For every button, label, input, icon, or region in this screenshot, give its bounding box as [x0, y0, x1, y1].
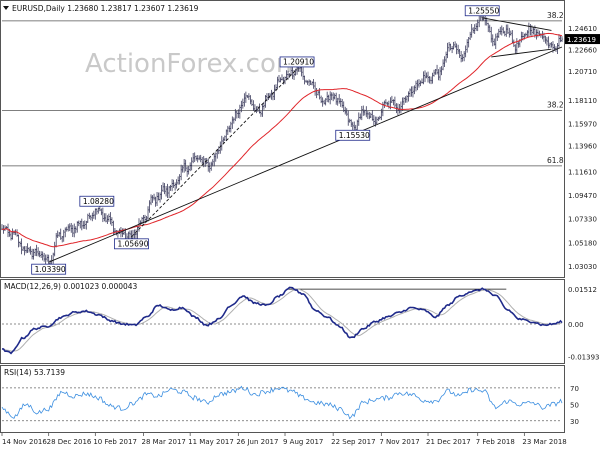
price-point-box [114, 238, 149, 250]
current-price-value: 1.23619 [567, 36, 596, 44]
fib-level-label: 38.2 [547, 11, 564, 20]
price-point-label: 1.25550 [468, 7, 499, 16]
price-axis-tick: 1.05180 [568, 239, 597, 247]
price-axis-tick: 1.22660 [568, 47, 597, 55]
price-point-label: 1.03390 [35, 265, 66, 274]
rsi-line [1, 385, 563, 420]
x-axis-label: 28 Mar 2017 [142, 438, 186, 446]
x-axis-label: 10 Feb 2017 [93, 438, 137, 446]
macd-line [1, 286, 563, 355]
x-axis-label: 28 Dec 2016 [47, 438, 92, 446]
price-title: EURUSD,Daily 1.23680 1.23817 1.23607 1.2… [3, 4, 199, 13]
rsi-axis-tick: 50 [570, 401, 579, 409]
price-point-label: 1.05690 [117, 240, 148, 249]
x-axis-label: 23 Mar 2018 [522, 438, 566, 446]
macd-panel-frame [0, 279, 565, 364]
x-axis-label: 21 Dec 2017 [426, 438, 471, 446]
macd-axis-tick: 0.01512 [568, 286, 597, 294]
support-trendline [48, 46, 563, 263]
macd-layer [1, 286, 563, 355]
moving-average-line [1, 32, 563, 248]
triangle-upper-trendline [482, 17, 552, 31]
fib-level-label: 38.2 [547, 101, 564, 110]
price-axis-tick: 1.24610 [568, 25, 597, 33]
rsi-panel-frame [0, 365, 565, 433]
price-panel-frame [0, 0, 565, 278]
price-layer: 38.2 38.2 61.8 1.25550 1.20910 1.15530 1.08280… [0, 5, 600, 275]
rsi-layer [1, 385, 563, 422]
x-axis-label: 11 May 2017 [188, 438, 234, 446]
price-axis-tick: 1.20710 [568, 68, 597, 76]
macd-signal-line [2, 288, 563, 352]
price-axis-tick: 1.13960 [568, 143, 597, 151]
price-point-label: 1.08280 [83, 197, 114, 206]
macd-title: MACD(12,26,9) 0.001023 0.000043 [4, 282, 138, 291]
price-point-label: 1.20910 [283, 58, 314, 67]
price-axis-tick: 1.11610 [568, 169, 597, 177]
price-point-box [335, 129, 371, 141]
x-axis-label: 26 Jun 2017 [236, 438, 278, 446]
x-axis-label: 7 Nov 2017 [379, 438, 419, 446]
collapse-triangle-icon [3, 6, 9, 10]
price-point-box [279, 56, 315, 68]
channel-trendline [131, 68, 298, 238]
price-point-box [464, 5, 500, 17]
price-axis-tick: 1.09470 [568, 192, 597, 200]
rsi-axis-tick: 30 [570, 418, 579, 426]
rsi-title: RSI(14) 53.7139 [4, 368, 65, 377]
current-price-tag [565, 34, 600, 45]
price-axis-tick: 1.07330 [568, 216, 597, 224]
x-axis-label: 14 Nov 2016 [2, 438, 47, 446]
price-axis-tick: 1.18110 [568, 97, 597, 105]
macd-axis-tick: 0.00 [568, 321, 584, 329]
rsi-axis-tick: 70 [570, 385, 579, 393]
axis-layer: 1.24610 1.22660 1.20710 1.18110 1.15970 1.139… [1, 25, 599, 446]
fib-level-label: 61.8 [547, 156, 564, 165]
price-point-label: 1.15530 [339, 131, 370, 140]
x-axis-label: 7 Feb 2018 [476, 438, 515, 446]
price-title-text: EURUSD,Daily 1.23680 1.23817 1.23607 1.2… [12, 4, 199, 13]
price-point-box [79, 195, 115, 207]
price-axis-tick: 1.15970 [568, 120, 597, 128]
watermark: ActionForex.com [85, 49, 301, 79]
macd-axis-tick: -0.01393 [568, 353, 599, 361]
x-axis-label: 9 Aug 2017 [283, 438, 323, 446]
triangle-lower-trendline [491, 48, 552, 58]
price-axis-tick: 1.03030 [568, 263, 597, 271]
x-axis-label: 22 Sep 2017 [331, 438, 375, 446]
price-point-box [31, 263, 67, 275]
